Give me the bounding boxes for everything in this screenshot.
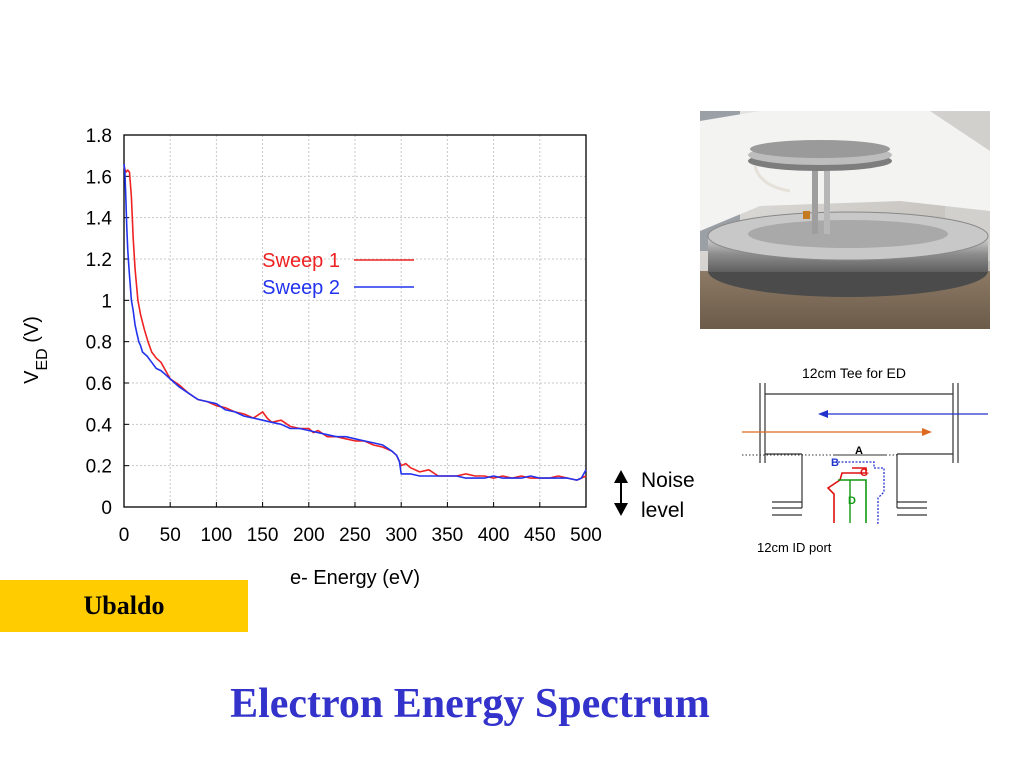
x-tick-label: 50	[160, 525, 181, 546]
electrode-b	[838, 461, 885, 524]
noise-label: Noise level	[641, 466, 695, 526]
x-tick-label: 0	[119, 525, 130, 546]
y-tick-label: 1.6	[86, 167, 112, 188]
y-tick-label: 0.4	[86, 415, 113, 436]
tee-walls	[759, 383, 959, 516]
label-a: A	[855, 445, 863, 457]
y-axis-ticks: 0 0.2 0.4 0.6 0.8 1 1.2 1.4 1.6 1.8	[86, 126, 129, 519]
y-tick-label: 0	[101, 498, 112, 519]
label-b: B	[831, 457, 839, 469]
up-down-arrow-icon	[614, 470, 628, 516]
blue-arrow	[818, 410, 988, 418]
noise-label-line-2: level	[641, 499, 685, 522]
x-tick-label: 250	[339, 525, 371, 546]
label-d: D	[848, 495, 856, 507]
y-tick-label: 1	[101, 291, 112, 312]
legend-label-sweep-2: Sweep 2	[262, 277, 340, 299]
grid	[124, 135, 586, 507]
x-tick-label: 500	[570, 525, 602, 546]
y-tick-label: 0.8	[86, 333, 112, 354]
legend-label-sweep-1: Sweep 1	[262, 250, 340, 272]
y-tick-label: 0.2	[86, 457, 112, 478]
x-axis-label: e- Energy (eV)	[290, 567, 420, 589]
spectrum-chart: 0 0.2 0.4 0.6 0.8 1 1.2 1.4 1.6 1.8 0 50 100 150 200 2…	[21, 126, 602, 589]
noise-label-line-1: Noise	[641, 469, 695, 492]
legend: Sweep 1 Sweep 2	[262, 250, 414, 299]
x-tick-label: 150	[247, 525, 279, 546]
y-tick-label: 1.2	[86, 250, 112, 271]
y-tick-label: 0.6	[86, 374, 112, 395]
x-tick-label: 400	[478, 525, 510, 546]
x-tick-label: 100	[201, 525, 233, 546]
electrode-d	[838, 479, 867, 523]
series-group	[123, 163, 587, 481]
port-label: 12cm ID port	[757, 540, 832, 555]
x-tick-label: 350	[432, 525, 464, 546]
electrode-c	[826, 467, 867, 523]
x-tick-label: 200	[293, 525, 325, 546]
x-tick-label: 300	[385, 525, 417, 546]
slide-title: Electron Energy Spectrum	[230, 681, 710, 727]
y-tick-label: 1.4	[86, 209, 113, 230]
author-box: Ubaldo	[0, 580, 248, 632]
diagram-title: 12cm Tee for ED	[802, 365, 906, 381]
y-tick-label: 1.8	[86, 126, 112, 147]
apparatus-photo	[700, 111, 990, 329]
noise-level-annotation: Noise level	[612, 466, 722, 526]
apparatus-photo-icon	[700, 111, 990, 329]
orange-arrow	[742, 428, 932, 436]
x-tick-label: 450	[524, 525, 556, 546]
tee-diagram: 12cm Tee for ED A B C D 12cm ID	[742, 365, 988, 555]
x-axis-ticks: 0 50 100 150 200 250 300 350 400 450 500	[119, 502, 602, 546]
label-c: C	[860, 467, 868, 479]
author-name: Ubaldo	[83, 591, 165, 620]
y-axis-label: VED (V)	[21, 316, 51, 384]
series-line-sweep-2	[123, 163, 587, 481]
